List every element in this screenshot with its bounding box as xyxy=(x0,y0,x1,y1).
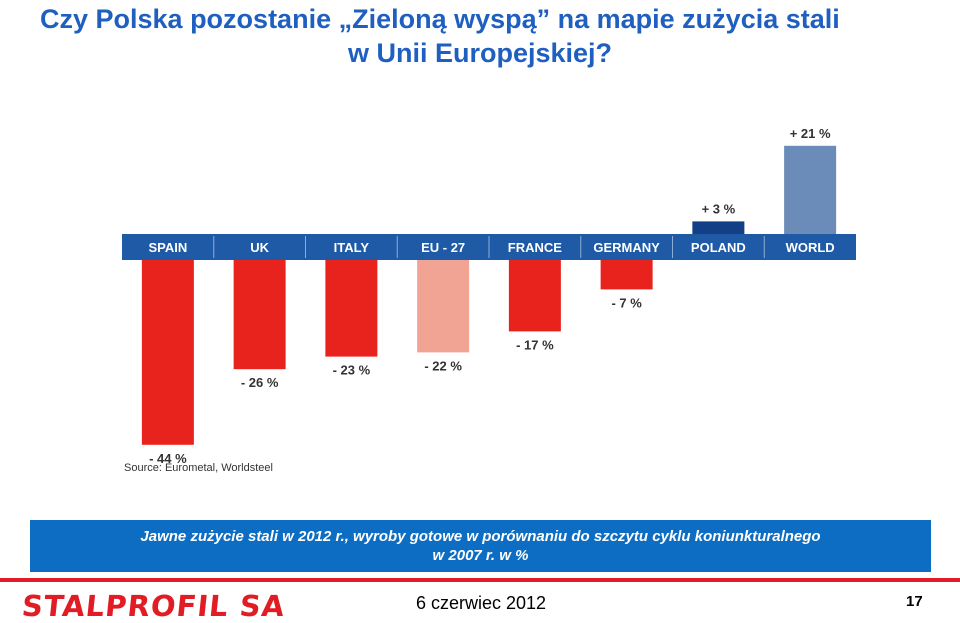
data-label: - 22 % xyxy=(424,358,462,373)
page-number: 17 xyxy=(906,593,923,610)
category-label: FRANCE xyxy=(508,240,562,255)
title-line-2: w Unii Europejskiej? xyxy=(347,38,613,68)
data-label: - 7 % xyxy=(611,295,642,310)
category-label: SPAIN xyxy=(148,240,187,255)
data-label: - 23 % xyxy=(333,363,371,378)
title-line-1: Czy Polska pozostanie „Zieloną wyspą” na… xyxy=(40,4,840,34)
caption-line-1: Jawne zużycie stali w 2012 r., wyroby go… xyxy=(140,528,821,545)
category-label: WORLD xyxy=(786,240,835,255)
bar-world xyxy=(784,145,837,234)
data-label: + 3 % xyxy=(702,201,736,216)
footer-divider xyxy=(0,578,960,582)
bar-italy xyxy=(325,260,378,357)
bar-france xyxy=(508,260,561,332)
category-label: ITALY xyxy=(334,240,370,255)
bar-eu-27 xyxy=(417,260,470,353)
presentation-date: 6 czerwiec 2012 xyxy=(416,593,547,613)
data-label: - 44 % xyxy=(149,451,187,466)
data-label: + 21 % xyxy=(790,126,831,141)
bar-spain xyxy=(141,260,194,445)
data-label: - 26 % xyxy=(241,375,279,390)
chart-caption: Jawne zużycie stali w 2012 r., wyroby go… xyxy=(30,520,931,572)
chart-source: Source: Eurometal, Worldsteel xyxy=(124,462,273,474)
data-label: - 17 % xyxy=(516,337,554,352)
category-label: POLAND xyxy=(691,240,746,255)
category-label: EU - 27 xyxy=(421,240,465,255)
category-label: UK xyxy=(250,240,269,255)
caption-line-2: w 2007 r. w % xyxy=(432,547,529,564)
bar-germany xyxy=(600,260,653,290)
stalprofil-logo: STALPROFIL SA xyxy=(20,589,287,623)
bar-uk xyxy=(233,260,286,370)
bar-poland xyxy=(692,221,745,234)
category-label: GERMANY xyxy=(593,240,660,255)
